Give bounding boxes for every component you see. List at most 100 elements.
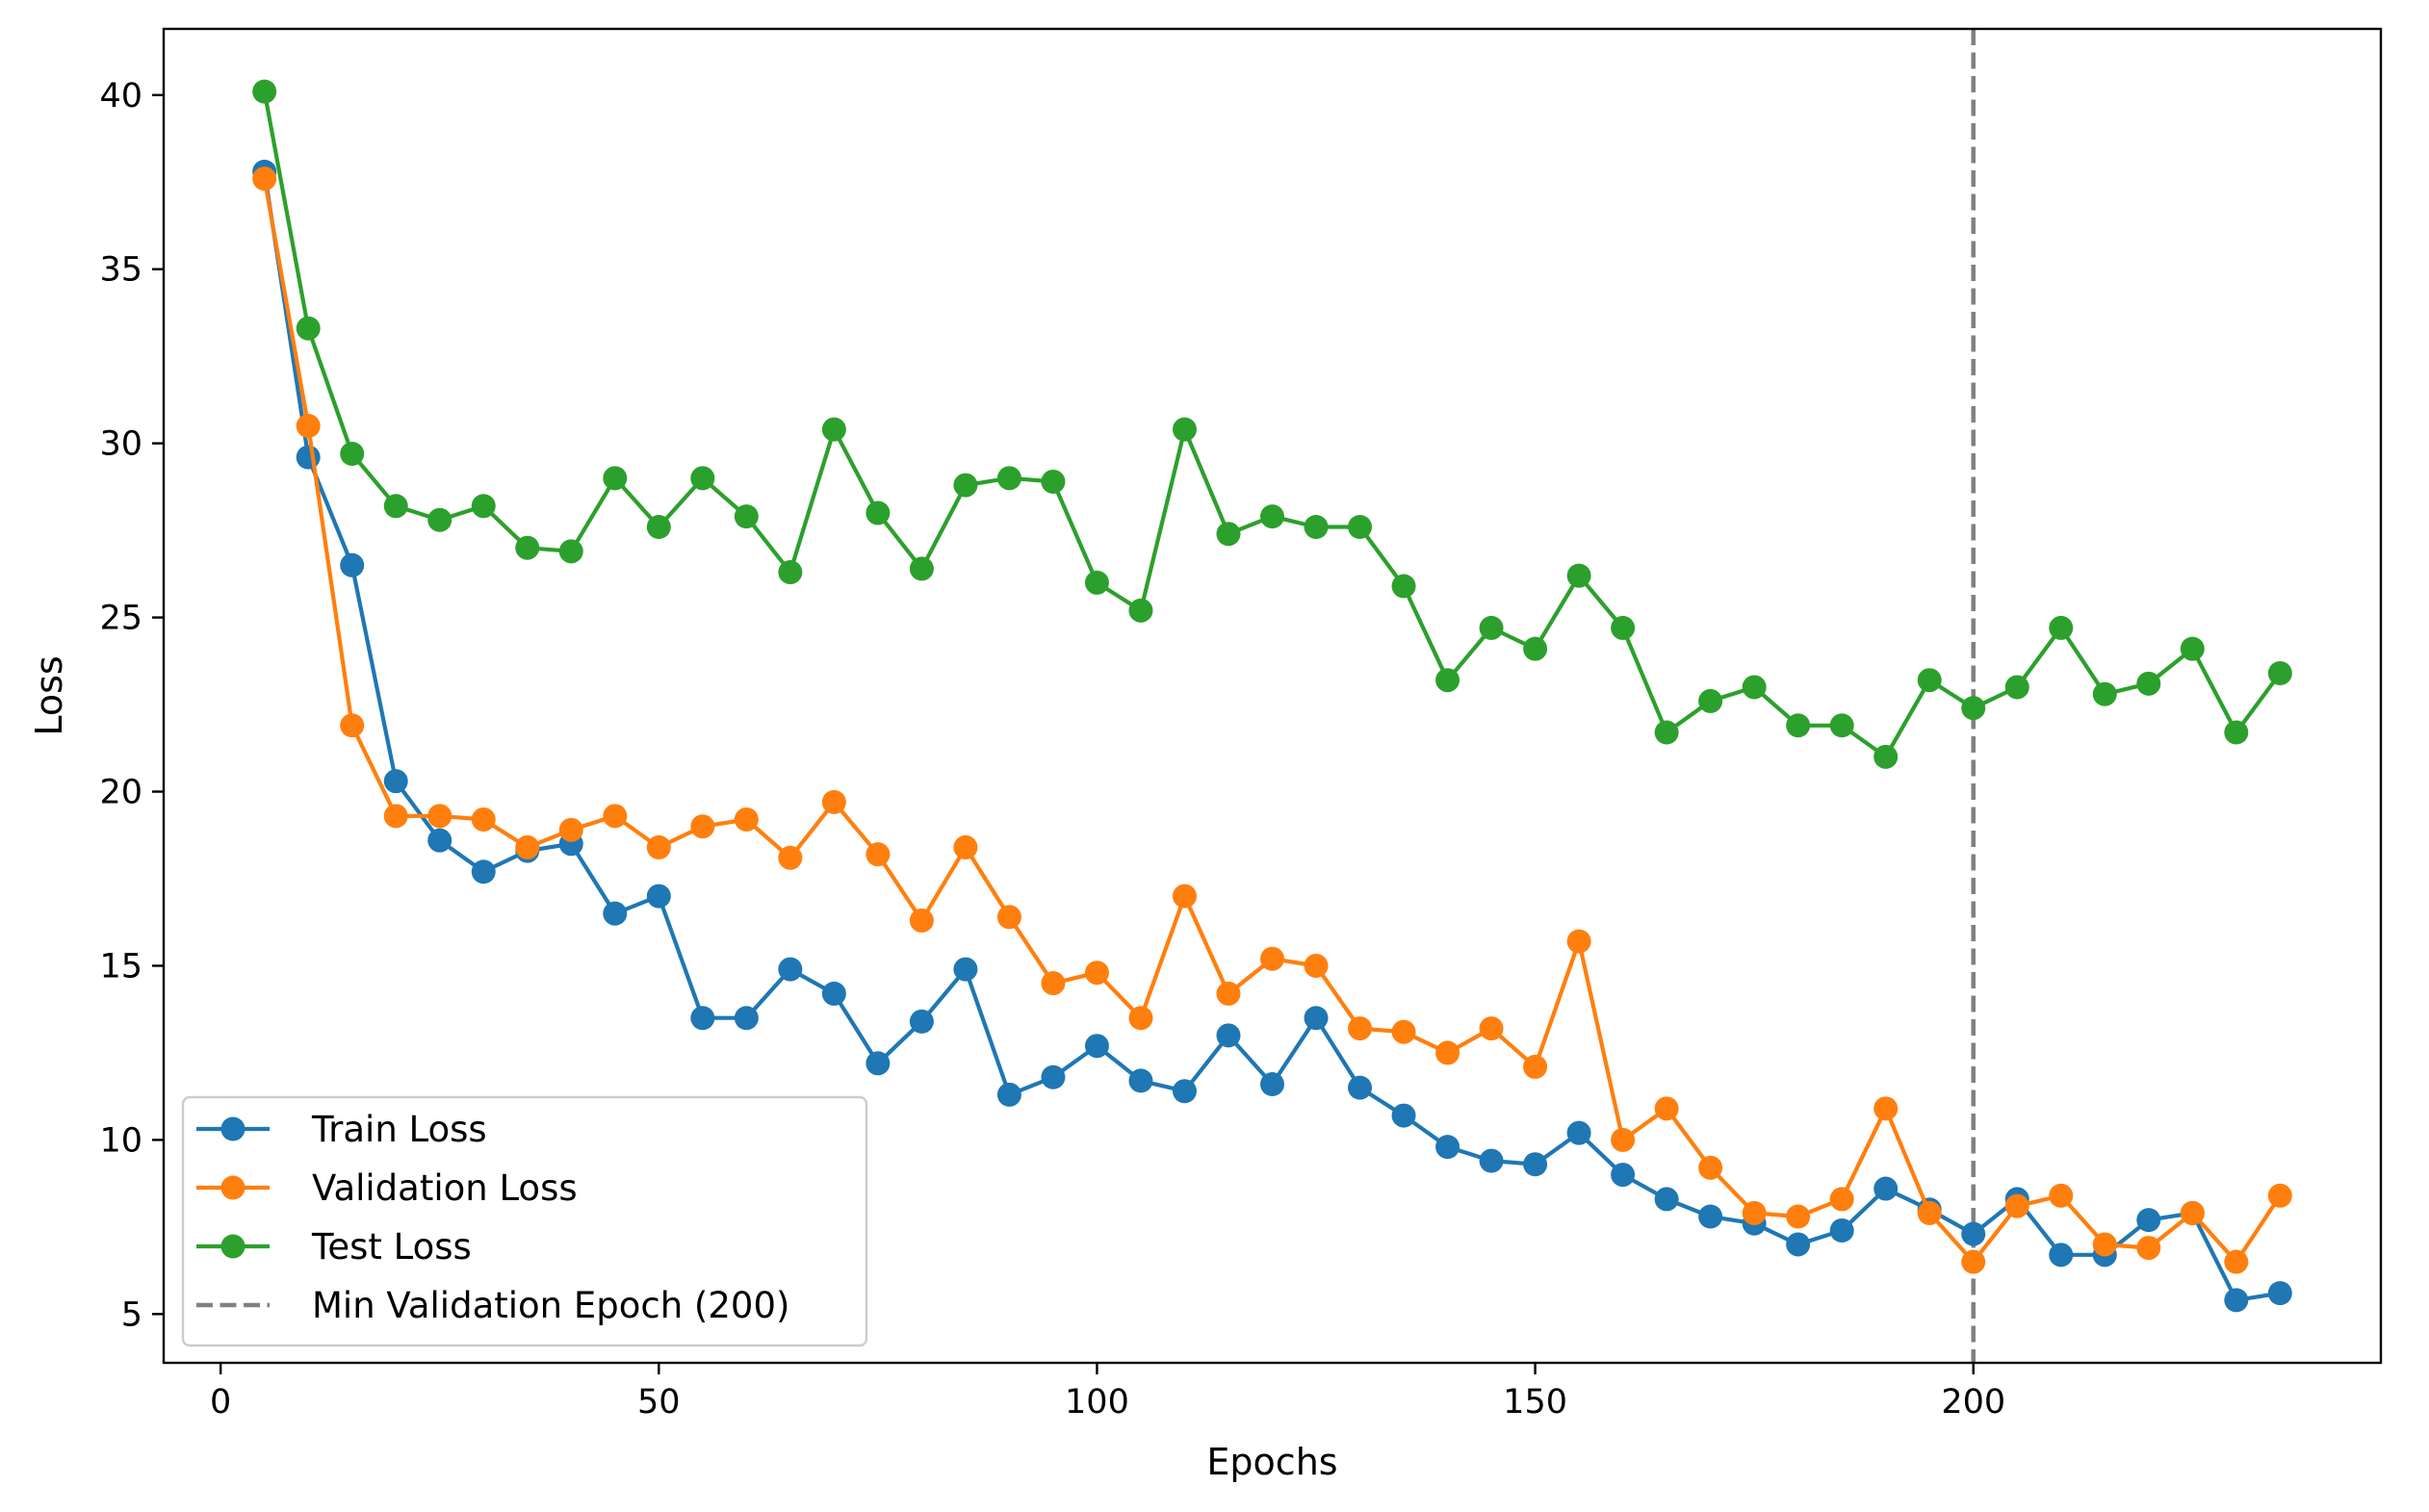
legend-test-loss-marker bbox=[220, 1234, 245, 1259]
test-loss-point bbox=[2092, 681, 2117, 706]
train-loss-point bbox=[603, 901, 628, 926]
test-loss-point bbox=[1216, 522, 1241, 547]
train-loss-point bbox=[1479, 1148, 1504, 1173]
x-tick-label: 100 bbox=[1065, 1383, 1129, 1422]
y-tick-label: 15 bbox=[99, 947, 142, 986]
train-loss-point bbox=[1611, 1163, 1636, 1188]
validation-loss-point bbox=[734, 807, 759, 832]
validation-loss-point bbox=[1654, 1096, 1679, 1121]
validation-loss-point bbox=[1566, 929, 1591, 954]
legend-validation-loss-label: Validation Loss bbox=[312, 1167, 578, 1209]
test-loss-point bbox=[603, 466, 628, 491]
test-loss-point bbox=[690, 466, 715, 491]
train-loss-point bbox=[1786, 1232, 1811, 1257]
test-loss-point bbox=[821, 417, 846, 442]
test-loss-point bbox=[1611, 615, 1636, 640]
y-tick-label: 20 bbox=[99, 774, 142, 812]
train-loss-point bbox=[1829, 1217, 1854, 1243]
test-loss-point bbox=[471, 494, 496, 519]
validation-loss-point bbox=[821, 789, 846, 814]
test-loss-point bbox=[2136, 671, 2161, 696]
validation-loss-point bbox=[1304, 953, 1329, 978]
validation-loss-point bbox=[296, 414, 321, 439]
test-loss-point bbox=[1479, 615, 1504, 640]
test-loss-point bbox=[1084, 570, 1109, 595]
test-loss-point bbox=[909, 556, 934, 581]
test-loss-point bbox=[778, 560, 803, 585]
test-loss-point bbox=[1348, 514, 1373, 539]
x-tick-label: 150 bbox=[1503, 1383, 1567, 1422]
train-loss-point bbox=[471, 859, 496, 884]
legend-train-loss-marker bbox=[220, 1116, 245, 1141]
test-loss-point bbox=[1829, 713, 1854, 738]
validation-loss-point bbox=[1041, 971, 1066, 996]
train-loss-point bbox=[2049, 1243, 2074, 1268]
validation-loss-point bbox=[1479, 1016, 1504, 1041]
train-loss-point bbox=[953, 957, 978, 982]
validation-loss-point bbox=[1260, 946, 1284, 971]
test-loss-point bbox=[2049, 615, 2074, 640]
validation-loss-point bbox=[558, 817, 583, 842]
test-loss-point bbox=[1041, 469, 1066, 494]
train-loss-point bbox=[1216, 1023, 1241, 1048]
validation-loss-point bbox=[340, 713, 365, 738]
test-loss-point bbox=[1566, 563, 1591, 588]
test-loss-point bbox=[1435, 668, 1460, 693]
test-loss-point bbox=[734, 504, 759, 529]
legend-box bbox=[181, 1095, 868, 1347]
train-loss-point bbox=[1961, 1221, 1986, 1246]
validation-loss-point bbox=[778, 845, 803, 870]
test-loss-point bbox=[296, 316, 321, 341]
test-loss-point bbox=[2180, 636, 2205, 661]
test-loss-point bbox=[1917, 668, 1942, 693]
y-tick-label: 25 bbox=[99, 600, 142, 638]
test-loss-point bbox=[866, 500, 891, 525]
test-loss-point bbox=[1523, 636, 1548, 661]
validation-loss-point bbox=[603, 804, 628, 829]
validation-loss-point bbox=[646, 834, 671, 859]
test-loss-point bbox=[515, 535, 540, 560]
y-tick-label: 35 bbox=[99, 251, 142, 290]
train-loss-point bbox=[996, 1082, 1021, 1107]
validation-loss-point bbox=[2267, 1183, 2292, 1208]
train-loss-point bbox=[340, 552, 365, 577]
validation-loss-point bbox=[690, 814, 715, 839]
axes-frame bbox=[162, 27, 2383, 1365]
x-tick-label: 50 bbox=[637, 1383, 681, 1422]
validation-loss-point bbox=[1084, 961, 1109, 986]
test-loss-point bbox=[646, 514, 671, 539]
train-loss-point bbox=[690, 1006, 715, 1031]
test-loss-point bbox=[1961, 696, 1986, 721]
validation-loss-point bbox=[2224, 1249, 2249, 1274]
validation-loss-point bbox=[383, 804, 408, 829]
test-loss-point bbox=[2004, 675, 2029, 700]
validation-loss-point bbox=[515, 834, 540, 859]
test-loss-point bbox=[252, 79, 277, 104]
train-loss-point bbox=[2267, 1281, 2292, 1306]
train-loss-point bbox=[383, 769, 408, 794]
validation-loss-point bbox=[1742, 1200, 1767, 1225]
validation-loss-point bbox=[252, 167, 277, 192]
y-tick-label: 5 bbox=[121, 1295, 142, 1334]
legend-min-validation-epoch-200--label: Min Validation Epoch (200) bbox=[312, 1285, 789, 1326]
validation-loss-point bbox=[1523, 1054, 1548, 1079]
test-loss-point bbox=[1172, 417, 1197, 442]
validation-loss-point bbox=[996, 905, 1021, 930]
train-loss-point bbox=[1391, 1103, 1416, 1128]
train-loss-point bbox=[427, 828, 452, 853]
validation-loss-point bbox=[1786, 1204, 1811, 1229]
train-loss-point bbox=[646, 884, 671, 909]
legend-train-loss-label: Train Loss bbox=[311, 1109, 487, 1150]
validation-loss-point bbox=[866, 842, 891, 867]
train-loss-point bbox=[1304, 1006, 1329, 1031]
test-loss-point bbox=[953, 473, 978, 498]
validation-loss-point bbox=[2004, 1193, 2029, 1218]
validation-loss-point bbox=[1348, 1016, 1373, 1041]
train-loss-point bbox=[909, 1009, 934, 1034]
validation-loss-point bbox=[1172, 884, 1197, 909]
validation-loss-point bbox=[1873, 1096, 1899, 1121]
train-loss-point bbox=[1084, 1034, 1109, 1059]
train-loss-point bbox=[1698, 1204, 1723, 1229]
train-loss-point bbox=[1128, 1068, 1153, 1093]
